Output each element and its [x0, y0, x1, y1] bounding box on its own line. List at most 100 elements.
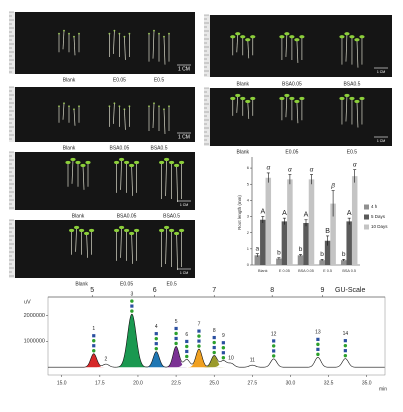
glycan-icon [174, 341, 178, 346]
significance-letter: A [260, 208, 265, 215]
seedling [62, 30, 65, 50]
peak [261, 358, 286, 368]
bar [319, 260, 325, 265]
peak-label: 4 [155, 324, 158, 330]
ruler [9, 152, 15, 210]
seedling [73, 109, 76, 126]
seedling [131, 165, 133, 196]
glycan-icon [271, 344, 276, 348]
ruler [9, 12, 15, 74]
glycan-icon [272, 339, 276, 343]
bar [340, 260, 347, 265]
seedling [165, 227, 167, 264]
leaf [123, 35, 126, 38]
glycan-icon [271, 354, 276, 358]
leaf [163, 35, 165, 38]
panel-label: BSA0.5 [163, 213, 180, 219]
significance-letter: α [266, 165, 270, 172]
leaf [134, 228, 140, 233]
leaf [349, 96, 355, 101]
significance-letter: α [310, 166, 314, 173]
seedling [296, 39, 299, 63]
glycan-icon [343, 349, 347, 353]
glycan-icon [92, 334, 96, 338]
significance-letter: A [282, 210, 287, 217]
legend-label: 10 Days [371, 224, 388, 229]
leaf [153, 29, 155, 32]
scale-label: 1 CM [178, 134, 190, 140]
significance-letter: A [304, 212, 309, 219]
glycan-icon [272, 349, 276, 353]
glycan-icon [185, 349, 189, 354]
leaf [158, 105, 160, 108]
leaf [114, 228, 120, 233]
bar [254, 255, 261, 265]
seedling [75, 227, 77, 252]
leaf [118, 105, 121, 108]
leaf [245, 99, 251, 104]
leaf [80, 163, 86, 168]
glycan-icon [316, 352, 320, 357]
leaf [344, 32, 350, 36]
y-tick-label: 2 [247, 230, 250, 235]
x-axis-unit: min [379, 386, 387, 392]
leaf [179, 228, 185, 233]
seedling [120, 227, 122, 258]
seedling [120, 159, 122, 190]
seedling [236, 33, 239, 53]
peak [305, 357, 331, 368]
x-tick-label: 30.0 [286, 380, 296, 386]
seedling [124, 109, 126, 130]
seedling [356, 101, 359, 128]
x-tick-label: 20.0 [133, 380, 143, 386]
bar [303, 223, 309, 265]
significance-letter: b [342, 251, 346, 258]
peak [163, 346, 189, 368]
leaf [284, 32, 290, 36]
leaf [169, 160, 175, 165]
panel-label: E0.5 [347, 149, 358, 155]
leaf [74, 225, 80, 230]
trace [48, 313, 385, 368]
bar [260, 219, 266, 265]
glycan-icon [92, 344, 96, 348]
panel-label: E0.5 [166, 281, 177, 287]
significance-letter: A [347, 210, 352, 217]
significance-letter: b [299, 246, 303, 253]
x-tick-label: BSA 0.05 [298, 269, 314, 273]
seedling [296, 101, 299, 124]
x-tick-label: 25.0 [209, 380, 219, 386]
panel-label: Blank [237, 149, 250, 155]
glycan-icon [221, 346, 226, 350]
panel-label: Blank [75, 281, 88, 287]
significance-letter: b [320, 251, 324, 258]
peak [202, 355, 227, 368]
leaf [113, 29, 116, 32]
bar [265, 177, 272, 265]
peak-label: 1 [92, 326, 95, 332]
leaf [344, 93, 350, 98]
gu-tick-label: 5 [90, 287, 94, 294]
peak-label: 10 [228, 356, 234, 362]
y-tick-label: 6 [247, 165, 250, 170]
glycan-icon [343, 343, 348, 348]
leaf [79, 228, 85, 233]
seedling [285, 33, 288, 57]
glycan-icon [185, 339, 189, 344]
seedling [163, 36, 166, 65]
leaf [85, 160, 91, 165]
significance-letter: α [288, 166, 292, 173]
significance-letter: B [325, 228, 330, 235]
x-tick-label: BSA 0.5 [342, 269, 356, 273]
glycan-icon [343, 353, 348, 358]
leaf [108, 105, 111, 108]
y-tick-label: 4 [247, 197, 250, 202]
x-tick-label: 35.0 [362, 380, 372, 386]
peak-label: 9 [222, 333, 225, 339]
leaf [129, 163, 135, 168]
panel-label: BSA0.05 [117, 213, 137, 219]
leaf [148, 32, 150, 35]
glycan-icon [316, 347, 320, 351]
peak [81, 353, 106, 368]
seedling [131, 233, 133, 264]
